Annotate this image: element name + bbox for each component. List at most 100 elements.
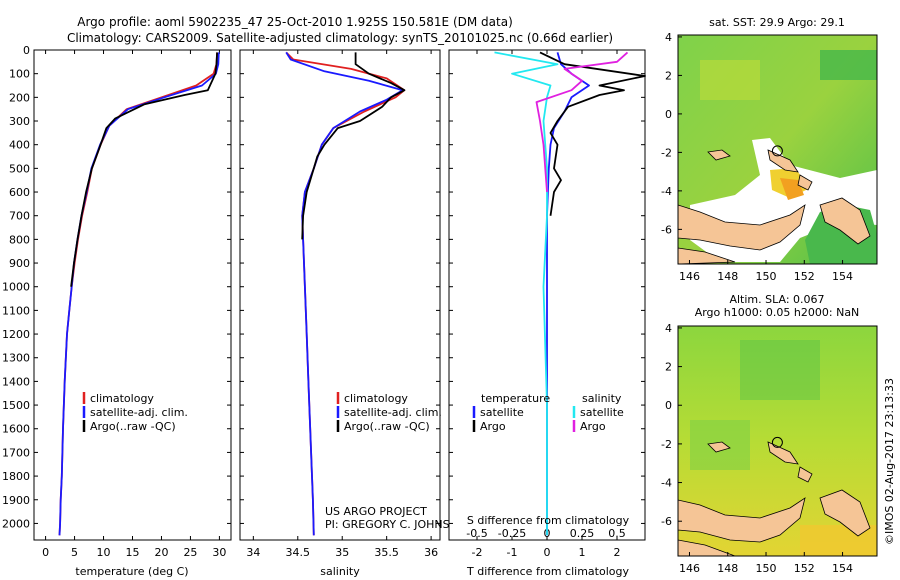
map-x-tick-label: 148 [717, 562, 738, 575]
legend-salinity-title: salinity [582, 392, 622, 405]
x-tick-label: 1 [579, 546, 586, 559]
sla-map: Altim. SLA: 0.067 Argo h1000: 0.05 h2000… [661, 293, 878, 575]
land [678, 204, 806, 251]
x-tick-label: 0 [42, 546, 49, 559]
land [678, 497, 806, 543]
y-tick-label: 400 [9, 139, 30, 152]
legend-climatology-label: climatology [344, 392, 408, 405]
legend-t-satellite-label: satellite [480, 406, 524, 419]
map-x-tick-label: 152 [794, 562, 815, 575]
legend-temperature-title: temperature [481, 392, 550, 405]
s-tick-label: 0.5 [608, 527, 626, 540]
map-y-tick-label: 0 [665, 399, 672, 412]
map-x-tick-label: 150 [756, 562, 777, 575]
map-y-tick-label: 0 [665, 108, 672, 121]
map-y-tick-label: 2 [665, 69, 672, 82]
map-x-tick-label: 146 [679, 562, 700, 575]
difference-panel: -2 -1 0 1 2-0.5 -0.25 0 0.25 0.5 T difference fr… [448, 49, 646, 578]
series-argo [301, 52, 406, 240]
map-x-tick-label: 146 [679, 270, 700, 283]
argo-float-marker [771, 436, 783, 448]
x-tick-label: 36 [424, 546, 438, 559]
y-tick-label: 1100 [2, 304, 30, 317]
header-line-2: Climatology: CARS2009. Satellite-adjuste… [67, 31, 613, 45]
difference-legend: temperature salinity satellite Argo sate… [472, 392, 624, 433]
legend-satellite-label: satellite-adj. clim. [90, 406, 188, 419]
sla-map-title-line2: Argo h1000: 0.05 h2000: NaN [695, 306, 860, 319]
legend-climatology-label: climatology [90, 392, 154, 405]
y-tick-label: 600 [9, 186, 30, 199]
y-tick-label: 200 [9, 91, 30, 104]
project-credit: US ARGO PROJECT [325, 505, 427, 518]
sla-map-title-line1: Altim. SLA: 0.067 [729, 293, 824, 306]
x-tick-label: 34 [246, 546, 260, 559]
s-tick-label: -0.5 [466, 527, 487, 540]
x-tick-label: 25 [183, 546, 197, 559]
x-tick-label: 20 [154, 546, 168, 559]
map-y-tick-label: -6 [661, 223, 672, 236]
legend-s-argo-label: Argo [580, 420, 606, 433]
salinity-legend: climatology satellite-adj. clim. Argo(..… [336, 392, 442, 433]
x-tick-label: 35 [335, 546, 349, 559]
map-y-tick-label: -4 [661, 477, 672, 490]
series-temperature-argo [539, 51, 646, 216]
series-salinity-argo [535, 51, 629, 193]
y-tick-label: 2000 [2, 517, 30, 530]
map-y-tick-label: -6 [661, 515, 672, 528]
salinity-xlabel: salinity [320, 565, 360, 578]
map-x-tick-label: 148 [717, 270, 738, 283]
map-x-tick-label: 152 [794, 270, 815, 283]
x-tick-label: 10 [97, 546, 111, 559]
series-salinity-satellite [494, 51, 559, 536]
sst-map-title: sat. SST: 29.9 Argo: 29.1 [709, 16, 845, 29]
y-tick-label: 0 [23, 44, 30, 57]
y-tick-label: 100 [9, 68, 30, 81]
y-tick-label: 1900 [2, 494, 30, 507]
map-x-tick-label: 154 [832, 270, 853, 283]
salinity-panel: 34 34.5 35 35.5 36 salinity climatology sate… [239, 49, 466, 578]
s-difference-xlabel: S difference from climatology [467, 514, 630, 527]
legend-satellite-label: satellite-adj. clim. [344, 406, 442, 419]
map-y-tick-label: 4 [665, 322, 672, 335]
t-difference-xlabel: T difference from climatology [466, 565, 629, 578]
y-tick-label: 500 [9, 162, 30, 175]
x-tick-label: -1 [507, 546, 518, 559]
series-argo [70, 52, 218, 287]
header-line-1: Argo profile: aoml 5902235_47 25-Oct-201… [77, 15, 513, 29]
map-x-tick-label: 154 [832, 562, 853, 575]
x-tick-label: 15 [126, 546, 140, 559]
temperature-xlabel: temperature (deg C) [75, 565, 188, 578]
legend-argo-label: Argo(..raw -QC) [90, 420, 176, 433]
x-tick-label: 30 [212, 546, 226, 559]
y-tick-label: 1600 [2, 423, 30, 436]
x-tick-label: 34.5 [286, 546, 311, 559]
y-tick-label: 1800 [2, 470, 30, 483]
y-tick-label: 800 [9, 233, 30, 246]
map-y-tick-label: 2 [665, 361, 672, 374]
s-tick-label: -0.25 [498, 527, 526, 540]
map-x-tick-label: 150 [756, 270, 777, 283]
temperature-legend: climatology satellite-adj. clim. Argo(..… [82, 392, 188, 433]
y-tick-label: 1400 [2, 375, 30, 388]
x-tick-label: 0 [544, 546, 551, 559]
y-tick-label: 1200 [2, 328, 30, 341]
argo-float-marker [771, 145, 783, 157]
y-tick-label: 1000 [2, 281, 30, 294]
map-y-tick-label: -2 [661, 438, 672, 451]
imos-timestamp: ©IMOS 02-Aug-2017 23:13:33 [883, 378, 896, 545]
x-tick-label: 35.5 [374, 546, 399, 559]
legend-t-argo-label: Argo [480, 420, 506, 433]
x-tick-label: 2 [614, 546, 621, 559]
y-tick-label: 1500 [2, 399, 30, 412]
map-y-tick-label: -4 [661, 185, 672, 198]
y-tick-label: 300 [9, 115, 30, 128]
y-tick-label: 1300 [2, 352, 30, 365]
temperature-panel: 0100200300400500600700800900100011001200… [2, 44, 232, 578]
map-y-tick-label: 4 [665, 31, 672, 44]
x-tick-label: 5 [71, 546, 78, 559]
pi-credit: PI: GREGORY C. JOHNSON [325, 518, 466, 531]
y-tick-label: 900 [9, 257, 30, 270]
x-tick-label: -2 [472, 546, 483, 559]
s-tick-label: 0.25 [570, 527, 595, 540]
